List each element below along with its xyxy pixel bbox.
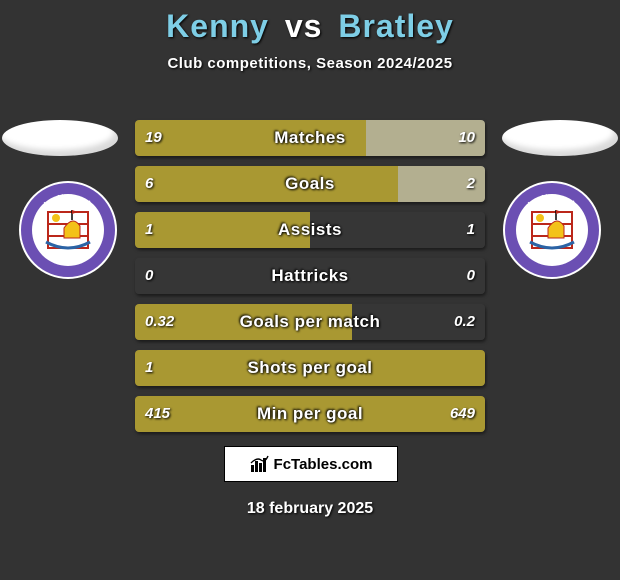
metric-row: Min per goal415 649 [135,396,485,432]
metric-label: Min per goal [135,396,485,432]
metric-value-left: 1 [145,212,153,248]
player-photo-placeholder-left [2,120,118,156]
metric-value-right: 1 [467,212,475,248]
metric-label: Assists [135,212,485,248]
metric-label: Shots per goal [135,350,485,386]
metric-value-left: 415 [145,396,170,432]
metric-value-left: 0.32 [145,304,174,340]
subtitle: Club competitions, Season 2024/2025 [0,55,620,72]
metric-value-left: 19 [145,120,162,156]
metric-label: Goals [135,166,485,202]
metric-value-right: 10 [458,120,475,156]
metric-value-left: 6 [145,166,153,202]
metric-label: Goals per match [135,304,485,340]
vs-label: vs [285,8,323,44]
metric-value-right: 0 [467,258,475,294]
metric-value-left: 0 [145,258,153,294]
player1-name: Kenny [166,8,269,44]
comparison-infographic: Kenny vs Bratley Club competitions, Seas… [0,0,620,580]
brand-box: FcTables.com [224,446,398,482]
metric-value-right: 2 [467,166,475,202]
date-label: 18 february 2025 [0,500,620,518]
metric-row: Assists1 1 [135,212,485,248]
metric-row: Goals6 2 [135,166,485,202]
metric-label: Matches [135,120,485,156]
bar-chart-icon [250,455,270,473]
metric-row: Hattricks0 0 [135,258,485,294]
metric-label: Hattricks [135,258,485,294]
brand-label: FcTables.com [274,456,373,473]
metric-value-left: 1 [145,350,153,386]
metric-row: Goals per match0.32 0.2 [135,304,485,340]
metric-value-right: 0.2 [454,304,475,340]
comparison-bars: Matches1910Goals62Assists11Hattricks00Go… [135,120,485,442]
player-photo-placeholder-right [502,120,618,156]
club-logo-left: the Nomads [18,180,118,280]
title-row: Kenny vs Bratley [0,0,620,45]
club-crest-icon: the Nomads [18,180,118,280]
metric-row: Shots per goal1 [135,350,485,386]
player2-name: Bratley [338,8,454,44]
club-crest-icon: the Nomads [502,180,602,280]
club-logo-right: the Nomads [502,180,602,280]
metric-value-right: 649 [450,396,475,432]
metric-row: Matches19 10 [135,120,485,156]
